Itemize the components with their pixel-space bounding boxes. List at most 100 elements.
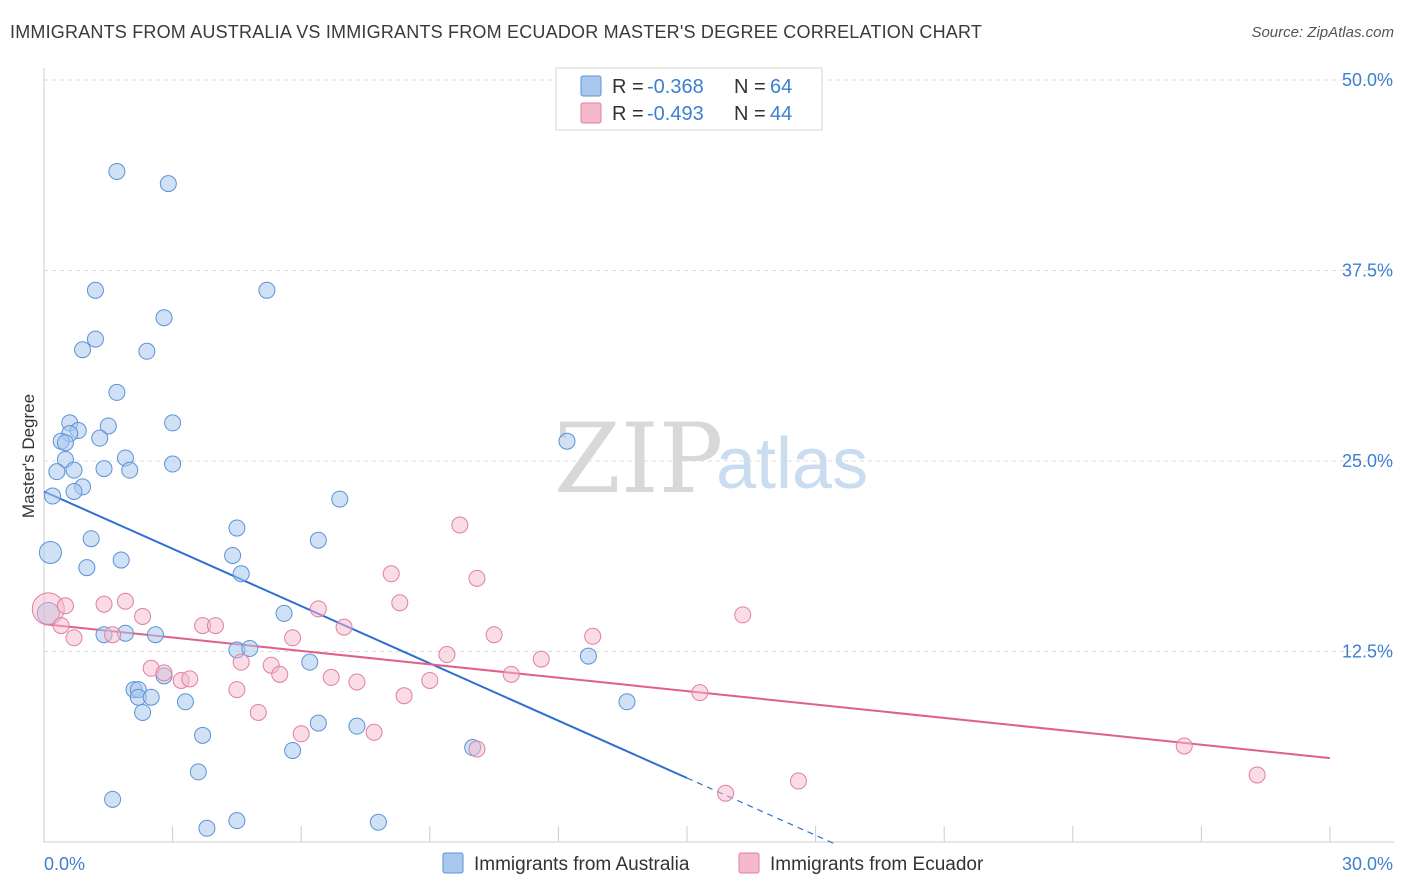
stats-legend: R = -0.368 N = 64 R = -0.493 N = 44 bbox=[555, 67, 823, 131]
ecuador-point bbox=[65, 629, 83, 647]
ecuador-point bbox=[228, 681, 246, 699]
ecuador-point bbox=[485, 626, 503, 644]
australia-point bbox=[228, 812, 246, 830]
ecuador-point bbox=[292, 725, 310, 743]
australia-point bbox=[65, 461, 83, 479]
australia-point bbox=[142, 688, 160, 706]
legend-n-value-ecuador: 44 bbox=[770, 103, 792, 125]
legend-n-label-australia: N = bbox=[734, 76, 766, 98]
ecuador-point bbox=[249, 703, 267, 721]
australia-point bbox=[164, 414, 182, 432]
ecuador-point bbox=[348, 673, 366, 691]
australia-point bbox=[159, 175, 177, 193]
australia-point bbox=[134, 703, 152, 721]
australia-point bbox=[121, 461, 139, 479]
ecuador-point bbox=[1248, 766, 1266, 784]
x-tick-labels: 0.0% 30.0% bbox=[44, 854, 1393, 874]
australia-point bbox=[309, 531, 327, 549]
australia-point bbox=[228, 519, 246, 537]
australia-point bbox=[189, 763, 207, 781]
ecuador-point bbox=[584, 627, 602, 645]
legend-r-label-australia: R = bbox=[612, 76, 644, 98]
australia-point bbox=[331, 490, 349, 508]
australia-point bbox=[224, 546, 242, 564]
ecuador-point bbox=[395, 687, 413, 705]
ecuador-point bbox=[789, 772, 807, 790]
ecuador-point bbox=[104, 626, 122, 644]
series-australia-points bbox=[36, 162, 636, 837]
australia-point bbox=[82, 530, 100, 548]
x-tick-label: 0.0% bbox=[44, 854, 85, 874]
ecuador-point bbox=[95, 595, 113, 613]
ecuador-point bbox=[335, 618, 353, 636]
y-tick-label: 25.0% bbox=[1342, 451, 1393, 471]
australia-point bbox=[558, 432, 576, 450]
ecuador-point bbox=[391, 594, 409, 612]
ecuador-point bbox=[271, 665, 289, 683]
australia-point bbox=[104, 790, 122, 808]
australia-point bbox=[232, 565, 250, 583]
australia-point bbox=[108, 383, 126, 401]
ecuador-trend-line bbox=[43, 623, 1331, 760]
gridlines bbox=[44, 79, 1394, 652]
australia-point bbox=[86, 330, 104, 348]
watermark: ZIP atlas bbox=[554, 403, 868, 515]
y-axis-label: Master's Degree bbox=[19, 394, 38, 518]
chart-title: IMMIGRANTS FROM AUSTRALIA VS IMMIGRANTS … bbox=[10, 22, 983, 42]
australia-point bbox=[155, 309, 173, 327]
ecuador-point bbox=[206, 617, 224, 635]
australia-point bbox=[56, 434, 74, 452]
series-ecuador-points bbox=[31, 516, 1266, 802]
ecuador-point bbox=[691, 684, 709, 702]
australia-trend-extension bbox=[686, 777, 838, 846]
x-tick-label: 30.0% bbox=[1342, 854, 1393, 874]
bottom-legend-swatch-australia bbox=[442, 852, 464, 874]
australia-point bbox=[348, 717, 366, 735]
australia-point bbox=[579, 647, 597, 665]
australia-point bbox=[301, 653, 319, 671]
australia-point bbox=[112, 551, 130, 569]
australia-point bbox=[309, 714, 327, 732]
y-tick-label: 12.5% bbox=[1342, 642, 1393, 662]
australia-point bbox=[44, 487, 62, 505]
australia-point bbox=[198, 819, 216, 837]
ecuador-point bbox=[155, 664, 173, 682]
australia-point bbox=[108, 162, 126, 180]
ecuador-point bbox=[181, 670, 199, 688]
ecuador-point bbox=[232, 653, 250, 671]
ecuador-point bbox=[717, 784, 735, 802]
ecuador-point bbox=[322, 668, 340, 686]
legend-n-value-australia: 64 bbox=[770, 76, 792, 98]
ecuador-point bbox=[1175, 737, 1193, 755]
australia-point bbox=[284, 742, 302, 760]
ecuador-point bbox=[52, 617, 70, 635]
y-tick-label: 37.5% bbox=[1342, 261, 1393, 281]
australia-point bbox=[164, 455, 182, 473]
ecuador-point bbox=[438, 646, 456, 664]
ecuador-point bbox=[116, 592, 134, 610]
ecuador-point bbox=[734, 606, 752, 624]
watermark-zip: ZIP bbox=[554, 403, 723, 515]
ecuador-point bbox=[468, 740, 486, 758]
ecuador-point bbox=[382, 565, 400, 583]
bottom-legend-label-australia: Immigrants from Australia bbox=[474, 854, 690, 875]
australia-point bbox=[275, 604, 293, 622]
ecuador-point bbox=[468, 569, 486, 587]
legend-r-label-ecuador: R = bbox=[612, 103, 644, 125]
australia-point bbox=[38, 540, 62, 564]
australia-point bbox=[241, 639, 259, 657]
ecuador-point bbox=[284, 629, 302, 647]
bottom-legend-label-ecuador: Immigrants from Ecuador bbox=[770, 854, 984, 875]
ecuador-point bbox=[502, 665, 520, 683]
source-label: Source: ZipAtlas.com bbox=[1251, 24, 1394, 41]
bottom-legend-swatch-ecuador bbox=[738, 852, 760, 874]
legend-swatch-ecuador bbox=[580, 102, 602, 124]
australia-point bbox=[86, 281, 104, 299]
australia-trend-line bbox=[43, 490, 688, 779]
australia-point bbox=[194, 726, 212, 744]
australia-point bbox=[618, 693, 636, 711]
australia-point bbox=[176, 693, 194, 711]
australia-point bbox=[91, 429, 109, 447]
australia-point bbox=[65, 482, 83, 500]
